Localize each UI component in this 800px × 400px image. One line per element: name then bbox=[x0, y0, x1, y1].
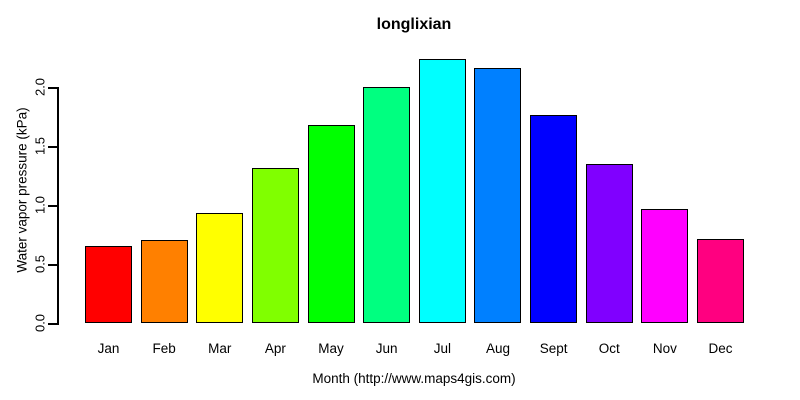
x-tick-label-jan: Jan bbox=[97, 341, 120, 356]
y-tick-label: 1.0 bbox=[32, 195, 48, 215]
bar-jan bbox=[85, 246, 132, 323]
y-tick-label: 1.5 bbox=[32, 136, 48, 156]
y-tick-mark bbox=[48, 87, 57, 89]
x-axis-title: Month (http://www.maps4gis.com) bbox=[312, 371, 516, 386]
bar-sept bbox=[530, 115, 578, 323]
x-tick-label-apr: Apr bbox=[264, 341, 286, 356]
y-tick-label: 0.5 bbox=[32, 254, 48, 274]
bar-may bbox=[307, 124, 355, 323]
x-tick-label-jul: Jul bbox=[433, 341, 451, 356]
x-tick-label-mar: Mar bbox=[208, 341, 232, 356]
x-tick-label-may: May bbox=[318, 341, 344, 356]
bar-apr bbox=[251, 168, 299, 323]
x-tick-label-sept: Sept bbox=[539, 341, 568, 356]
y-tick-mark bbox=[48, 323, 57, 325]
x-tick-label-jun: Jun bbox=[375, 341, 398, 356]
y-tick-label: 0.0 bbox=[32, 313, 48, 333]
bar-feb bbox=[140, 240, 188, 323]
y-axis-line bbox=[57, 87, 59, 325]
x-tick-label-nov: Nov bbox=[652, 341, 677, 356]
y-tick-mark bbox=[48, 264, 57, 266]
bar-jun bbox=[363, 87, 411, 323]
x-tick-label-aug: Aug bbox=[485, 341, 510, 356]
x-tick-label-dec: Dec bbox=[708, 341, 733, 356]
y-axis-title: Water vapor pressure (kPa) bbox=[14, 107, 30, 273]
y-tick-mark bbox=[48, 146, 57, 148]
bar-nov bbox=[641, 208, 689, 323]
x-tick-label-feb: Feb bbox=[152, 341, 176, 356]
bar-jul bbox=[418, 58, 466, 323]
bar-mar bbox=[196, 213, 244, 323]
bar-aug bbox=[474, 68, 522, 323]
x-tick-label-oct: Oct bbox=[598, 341, 620, 356]
bar-dec bbox=[697, 239, 745, 323]
y-tick-label: 2.0 bbox=[32, 77, 48, 97]
y-tick-mark bbox=[48, 205, 57, 207]
chart-title: longlixian bbox=[376, 16, 452, 33]
bar-oct bbox=[585, 163, 633, 323]
